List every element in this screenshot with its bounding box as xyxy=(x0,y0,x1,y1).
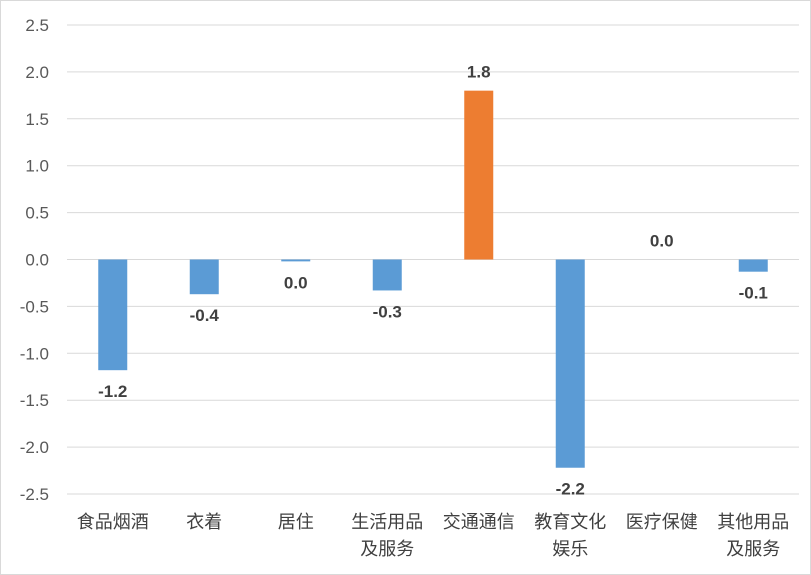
data-label: 1.8 xyxy=(467,63,491,82)
x-category-label: 教育文化 xyxy=(534,512,606,533)
x-category-label: 交通通信 xyxy=(443,512,515,533)
data-label: -0.3 xyxy=(373,302,402,321)
x-category-label: 医疗保健 xyxy=(626,512,698,533)
y-tick-label: -0.5 xyxy=(20,297,49,316)
x-category-label: 其他用品 xyxy=(717,512,789,533)
x-category-label: 娱乐 xyxy=(552,539,588,560)
x-category-label: 及服务 xyxy=(726,539,780,560)
y-tick-label: 2.0 xyxy=(25,63,49,82)
x-category-label: 及服务 xyxy=(360,539,414,560)
y-tick-label: 0.0 xyxy=(25,251,49,270)
x-category-label: 衣着 xyxy=(186,512,222,533)
y-tick-label: 1.5 xyxy=(25,110,49,129)
y-tick-label: -1.5 xyxy=(20,391,49,410)
x-category-label: 生活用品 xyxy=(351,512,423,533)
data-label: 0.0 xyxy=(284,273,308,292)
x-category-label: 居住 xyxy=(278,512,314,533)
bar xyxy=(372,259,402,291)
bar xyxy=(189,259,219,295)
data-label: -2.2 xyxy=(556,480,585,499)
y-tick-label: 1.0 xyxy=(25,157,49,176)
bar xyxy=(738,259,768,272)
y-tick-label: 0.5 xyxy=(25,204,49,223)
x-category-label: 食品烟酒 xyxy=(77,512,149,533)
y-tick-label: 2.5 xyxy=(25,16,49,35)
bar xyxy=(464,90,494,260)
bar xyxy=(98,259,128,371)
bar xyxy=(555,259,585,468)
data-label: -1.2 xyxy=(98,382,127,401)
data-label: -0.1 xyxy=(739,284,768,303)
y-tick-label: -2.0 xyxy=(20,438,49,457)
data-label: -0.4 xyxy=(190,306,220,325)
y-tick-label: -2.5 xyxy=(20,485,49,504)
bar xyxy=(281,259,311,262)
data-label: 0.0 xyxy=(650,232,674,251)
y-tick-label: -1.0 xyxy=(20,344,49,363)
